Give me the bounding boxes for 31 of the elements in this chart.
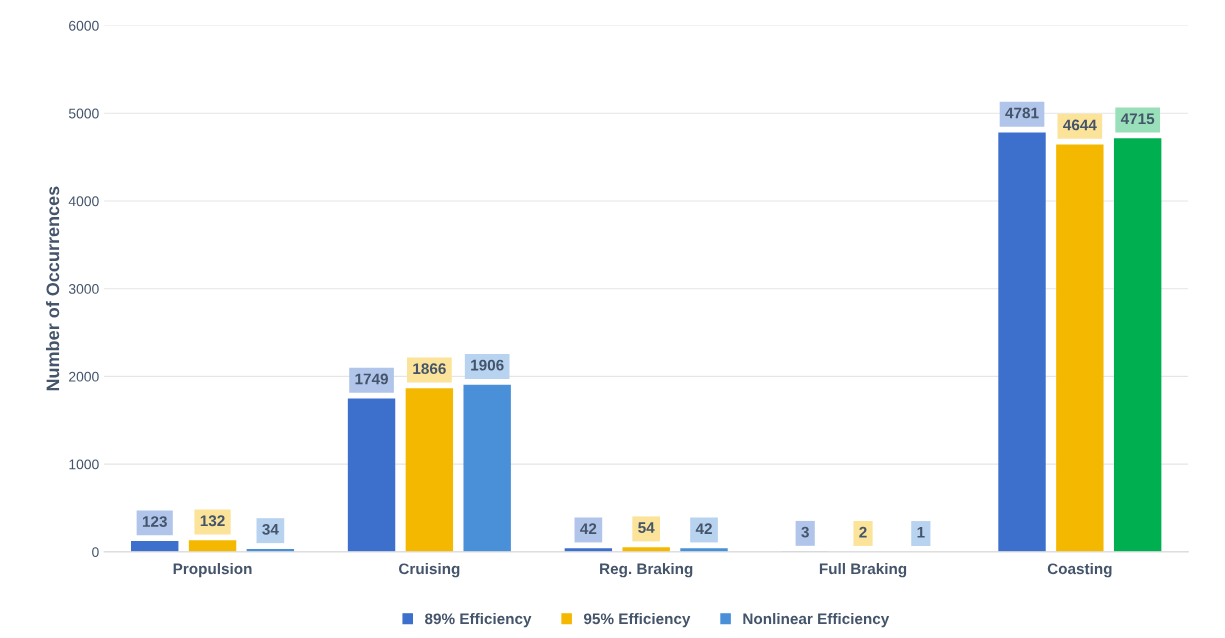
y-tick-label: 2000 bbox=[69, 371, 99, 382]
data-label: 3 bbox=[801, 526, 809, 538]
y-tick-label: 6000 bbox=[69, 20, 99, 31]
data-label: 2 bbox=[859, 526, 867, 538]
x-tick-label: Coasting bbox=[1047, 562, 1112, 578]
data-label: 1749 bbox=[355, 373, 388, 385]
data-label: 123 bbox=[142, 516, 167, 527]
data-label: 4781 bbox=[1005, 107, 1039, 119]
data-label: 34 bbox=[262, 523, 279, 535]
y-tick-label: 3000 bbox=[68, 284, 99, 294]
y-tick-label: 5000 bbox=[68, 108, 99, 119]
y-axis-title: Number of Occurrences bbox=[45, 186, 60, 391]
data-label: 1 bbox=[917, 526, 925, 538]
legend-label: 95% Efficiency bbox=[583, 612, 691, 628]
data-label: 42 bbox=[580, 523, 597, 534]
y-tick-label: 1000 bbox=[69, 459, 99, 470]
legend-label: 89% Efficiency bbox=[425, 612, 532, 628]
data-label: 1906 bbox=[471, 359, 504, 371]
legend-label: Nonlinear Efficiency bbox=[743, 612, 890, 628]
x-tick-label: Full Braking bbox=[819, 562, 907, 578]
data-label: 42 bbox=[695, 523, 712, 534]
data-label: 132 bbox=[200, 515, 225, 527]
x-tick-label: Cruising bbox=[399, 562, 460, 578]
data-label: 1866 bbox=[413, 363, 446, 375]
data-label: 54 bbox=[638, 522, 655, 533]
data-label: 4715 bbox=[1120, 113, 1155, 125]
data-label: 4644 bbox=[1063, 119, 1097, 131]
x-tick-label: Propulsion bbox=[173, 562, 252, 578]
y-tick-label: 0 bbox=[92, 547, 99, 558]
x-tick-label: Reg. Braking bbox=[600, 562, 693, 578]
y-tick-label: 4000 bbox=[68, 196, 99, 207]
